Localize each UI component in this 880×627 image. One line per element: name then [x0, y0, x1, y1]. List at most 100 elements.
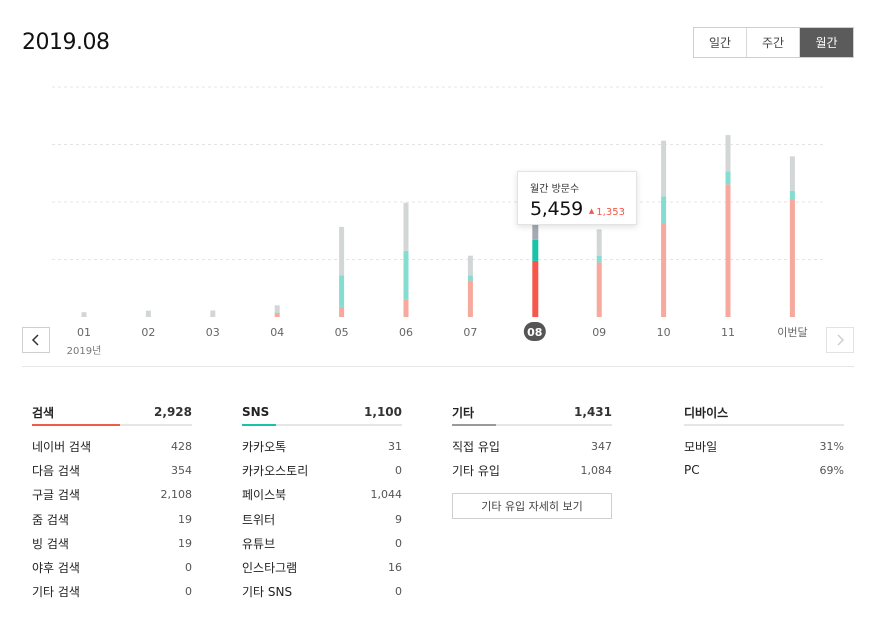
bar-segment-other[interactable] — [789, 156, 795, 191]
stats-search-accent-line — [32, 424, 120, 426]
stat-row: 카카오톡 31 — [242, 434, 402, 458]
stat-row-value: 0 — [395, 585, 402, 599]
bar-segment-other[interactable] — [210, 310, 216, 317]
stats-other-title: 기타 — [452, 405, 475, 420]
stat-row: 기타 SNS 0 — [242, 580, 402, 604]
bar-segment-search[interactable] — [789, 199, 795, 317]
stats-sns-column: SNS 1,100 카카오톡 31 카카오스토리 0 페이스북 1,044 트위터 9 유튜브 0… — [242, 400, 402, 604]
stat-row-label: PC — [684, 463, 700, 478]
stats-device-list: 모바일 31% PC 69% — [684, 434, 844, 483]
section-divider — [22, 366, 854, 367]
bar-segment-other[interactable] — [145, 310, 151, 317]
period-toggle: 일간 주간 월간 — [693, 27, 854, 58]
x-tick-label[interactable]: 10 — [657, 326, 671, 339]
tooltip-value: 5,459 — [530, 198, 583, 220]
bar-segment-sns[interactable] — [532, 239, 539, 261]
bar-segment-sns[interactable] — [725, 171, 731, 185]
bar-segment-search[interactable] — [403, 299, 409, 317]
chevron-left-icon — [31, 334, 39, 346]
prev-period-button[interactable] — [22, 327, 50, 353]
x-tick-label[interactable]: 04 — [270, 326, 284, 339]
bar-segment-sns[interactable] — [789, 190, 795, 200]
bar-segment-other[interactable] — [661, 140, 667, 197]
bar-segment-search[interactable] — [467, 280, 473, 317]
stat-row-value: 1,044 — [370, 488, 403, 502]
bar-segment-sns[interactable] — [596, 255, 602, 263]
stat-row-label: 인스타그램 — [242, 561, 298, 576]
next-period-button[interactable] — [826, 327, 854, 353]
bar-segment-other[interactable] — [725, 135, 731, 172]
stat-row-value: 354 — [171, 463, 192, 477]
x-tick-label[interactable]: 이번달 — [777, 326, 807, 339]
stats-search-column: 검색 2,928 네이버 검색 428 다음 검색 354 구글 검색 2,108 줌 검색… — [32, 400, 192, 604]
bar-segment-search[interactable] — [661, 222, 667, 317]
bar-segment-other[interactable] — [274, 305, 280, 313]
stat-row-label: 빙 검색 — [32, 536, 69, 551]
bar-segment-search[interactable] — [532, 260, 539, 317]
stat-row-value: 19 — [178, 512, 192, 526]
x-tick-label[interactable]: 03 — [206, 326, 220, 339]
stats-sns-list: 카카오톡 31 카카오스토리 0 페이스북 1,044 트위터 9 유튜브 0 인스타그램 16 기타 … — [242, 434, 402, 604]
stats-other-list: 직접 유입 347 기타 유입 1,084 — [452, 434, 612, 483]
selected-month-pill — [523, 322, 546, 341]
bar-segment-sns[interactable] — [403, 250, 409, 300]
tooltip-delta: ▲ 1,353 — [588, 207, 625, 218]
stats-device-header: 디바이스 — [684, 400, 844, 426]
stat-row-value: 0 — [395, 536, 402, 550]
period-weekly-tab[interactable]: 주간 — [747, 28, 800, 57]
period-monthly-tab[interactable]: 월간 — [800, 28, 853, 57]
x-tick-label[interactable]: 07 — [463, 326, 477, 339]
other-inflow-detail-button[interactable]: 기타 유입 자세히 보기 — [452, 492, 612, 519]
bar-segment-other[interactable] — [467, 255, 473, 276]
stat-row: 기타 유입 1,084 — [452, 458, 612, 482]
stat-row-label: 줌 검색 — [32, 512, 69, 527]
x-tick-label[interactable]: 05 — [335, 326, 349, 339]
x-tick-label[interactable]: 09 — [592, 326, 606, 339]
bar-segment-other[interactable] — [532, 212, 539, 240]
bar-segment-search[interactable] — [339, 306, 345, 317]
x-tick-label[interactable]: 01 — [77, 326, 91, 339]
stat-row: 직접 유입 347 — [452, 434, 612, 458]
stat-row: 유튜브 0 — [242, 531, 402, 555]
stat-row: 페이스북 1,044 — [242, 483, 402, 507]
stat-row: PC 69% — [684, 458, 844, 482]
stat-row: 기타 검색 0 — [32, 580, 192, 604]
chevron-right-icon — [837, 334, 845, 346]
bar-segment-search[interactable] — [274, 313, 280, 317]
stats-search-title: 검색 — [32, 405, 55, 420]
bar-segment-sns[interactable] — [339, 275, 345, 307]
bar-segment-other[interactable] — [403, 202, 409, 251]
stat-row-label: 카카오스토리 — [242, 463, 309, 478]
stat-row-label: 구글 검색 — [32, 488, 80, 503]
stat-row: 트위터 9 — [242, 507, 402, 531]
stat-row: 구글 검색 2,108 — [32, 483, 192, 507]
stat-row-label: 유튜브 — [242, 536, 276, 551]
stat-row-label: 모바일 — [684, 439, 718, 454]
bar-segment-sns[interactable] — [467, 275, 473, 281]
chart-tooltip: 월간 방문수 5,459 ▲ 1,353 — [517, 171, 637, 225]
x-tick-label[interactable]: 08 — [527, 326, 542, 339]
page-title: 2019.08 — [22, 30, 110, 55]
bar-segment-search[interactable] — [596, 262, 602, 317]
stats-other-total: 1,431 — [574, 405, 612, 419]
stat-row-value: 31% — [819, 439, 844, 453]
x-tick-label[interactable]: 02 — [141, 326, 155, 339]
period-daily-tab[interactable]: 일간 — [694, 28, 747, 57]
bar-segment-sns[interactable] — [274, 312, 280, 314]
x-tick-label[interactable]: 11 — [721, 326, 735, 339]
visits-bar-chart: 01 02 03 04 05 06 07 08 09 10 11 이번달 2019년 — [52, 86, 824, 357]
stats-device-title: 디바이스 — [684, 405, 729, 420]
x-tick-label[interactable]: 06 — [399, 326, 413, 339]
bar-segment-other[interactable] — [339, 226, 345, 276]
bar-segment-sns[interactable] — [661, 196, 667, 223]
stats-other-accent-line — [452, 424, 496, 426]
stats-other-header: 기타 1,431 — [452, 400, 612, 426]
stats-search-list: 네이버 검색 428 다음 검색 354 구글 검색 2,108 줌 검색 19 빙 검색 19 야… — [32, 434, 192, 604]
stat-row-value: 428 — [171, 439, 192, 453]
stat-row-value: 31 — [388, 439, 402, 453]
stat-row-value: 347 — [591, 439, 612, 453]
bar-segment-other[interactable] — [81, 312, 87, 317]
bar-segment-search[interactable] — [725, 184, 731, 317]
stat-row: 야후 검색 0 — [32, 555, 192, 579]
bar-segment-other[interactable] — [596, 229, 602, 256]
